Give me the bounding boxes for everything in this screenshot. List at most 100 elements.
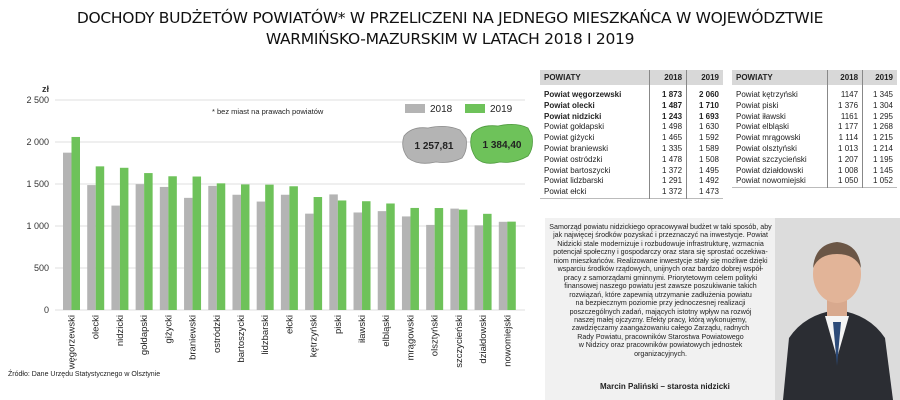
table-cell-2019: 1 052 [862,176,897,188]
legend-label-2018: 2018 [430,104,453,115]
table-row: Powiat giżycki 1 465 1 592 [540,133,723,144]
bar-2018 [498,221,508,310]
table-cell-name: Powiat giżycki [544,133,595,143]
table-cell-2019: 1 214 [862,143,897,155]
table-cell-2018: 1 013 [827,143,863,155]
bar-2018 [208,185,217,310]
bar-2019 [144,173,153,310]
x-tick-label: bartoszycki [236,315,247,363]
title-line-1: DOCHODY BUDŻETÓW POWIATÓW* W PRZELICZENI… [76,9,824,27]
table-cell-2018: 1 498 [649,122,687,134]
y-tick-label: 1 500 [26,179,49,189]
table-cell-name: Powiat olsztyński [736,143,797,153]
table-cell-2019: 1 473 [686,187,723,199]
quote-text: Samorząd powiatu nidzickiego opracowywał… [548,223,773,358]
table-cell-2018: 1 335 [649,143,687,155]
bar-2018 [184,197,193,310]
table-cell-2018: 1 050 [827,176,863,188]
table-counties-bottom: POWIATY 2018 2019 Powiat kętrzyński 1147 1… [732,70,897,188]
y-tick-label: 500 [34,263,49,273]
table-cell-name: Powiat działdowski [736,165,804,175]
title-line-2: WARMIŃSKO-MAZURSKIM W LATACH 2018 I 2019 [265,30,635,48]
table-cell-name: Powiat bartoszycki [544,165,611,175]
quote-line: w Nidzicy oraz pracowników powiatowych j… [578,341,743,350]
x-tick-label: gołdapski [139,315,150,355]
x-tick-label: lidzbarski [260,315,271,355]
table-row: Powiat gołdapski 1 498 1 630 [540,122,723,134]
bar-2018 [401,216,411,310]
table-header-2019: 2019 [686,70,723,85]
bar-2018 [450,208,459,310]
table-header-2018: 2018 [827,70,863,85]
table-cell-2019: 1 295 [862,111,897,123]
page-title: DOCHODY BUDŻETÓW POWIATÓW* W PRZELICZENI… [0,8,900,50]
table-cell-2018: 1 207 [827,154,863,166]
bar-2019 [240,184,250,310]
table-cell-2019: 1 693 [686,111,723,123]
table-cell-2019: 1 304 [862,100,897,112]
table-cell-2018: 1 376 [827,100,863,112]
table-row: Powiat ełcki 1 372 1 473 [540,187,723,199]
legend-label-2019: 2019 [490,104,513,115]
table-cell-2018: 1147 [827,85,863,101]
x-tick-label: mrągowski [405,315,416,360]
x-tick-label: olsztyński [430,315,441,356]
table-cell-name: Powiat elbląski [736,122,789,132]
bar-2019 [337,200,347,310]
bar-2019 [313,197,323,310]
bar-2019 [483,213,492,310]
table-cell-name: Powiat węgorzewski [544,90,622,99]
quote-line: niom mieszkańców. Realizowane inwestycje… [553,256,768,265]
table-cell-2019: 1 345 [862,85,897,101]
quote-line: Samorząd powiatu nidzickiego opracowywał… [549,223,772,231]
y-tick-label: 2 500 [26,95,49,105]
table-cell-name: Powiat ostródzki [544,154,603,164]
bar-2018 [256,201,266,310]
table-row: Powiat olecki 1 487 1 710 [540,100,723,112]
bar-2018 [232,194,241,310]
table-cell-2018: 1 478 [649,154,687,166]
table-cell-2019: 1 592 [686,133,723,144]
table-cell-2018: 1161 [827,111,863,123]
chart-footnote: * bez miast na prawach powiatów [212,107,324,116]
bar-2019 [265,184,274,310]
table-cell-2018: 1 291 [649,176,687,188]
bar-2018 [377,211,387,310]
table-cell-2019: 2 060 [686,85,723,101]
bar-2018 [280,194,290,310]
legend-swatch-2019 [465,104,485,113]
quote-line: jak najwięcej środków pozyskać i przezna… [553,231,768,240]
table-cell-2019: 1 492 [686,176,723,188]
table-cell-2019: 1 268 [862,122,897,134]
bar-2018 [329,194,338,310]
quote-line: naszej małej ojczyzny. Efekty pracy, któ… [574,315,747,324]
table-cell-name: Powiat nidzicki [544,111,602,121]
map-2019-value: 1 384,40 [483,140,522,151]
bar-2019 [434,208,444,310]
bar-2019 [168,176,177,310]
bar-2018 [135,184,145,310]
bar-2019 [192,176,202,310]
table-row: Powiat lidzbarski 1 291 1 492 [540,176,723,188]
table-cell-2019: 1 495 [686,165,723,177]
table-cell-name: Powiat kętrzyński [736,90,798,99]
bar-2019 [119,167,129,310]
table-header-name: POWIATY [540,70,650,85]
quote-line: Rady Powiatu, pracowników Starostwa Powi… [577,332,744,341]
quote-line: pracy z samorządami gminnymi. Prioryteto… [563,273,758,282]
x-tick-label: szczycieński [454,315,465,368]
quote-line: finansowej naszego powiatu jest zawsze p… [564,282,757,291]
table-cell-name: Powiat olecki [544,100,595,110]
x-tick-label: iławski [357,315,368,343]
x-tick-label: działdowski [478,315,489,364]
table-cell-name: Powiat szczycieński [736,154,807,164]
table-cell-2018: 1 372 [649,187,687,199]
quote-line: wsparciu środków rządowych, unijnych ora… [557,265,764,274]
table-cell-2019: 1 508 [686,154,723,166]
table-cell-2019: 1 215 [862,133,897,144]
bar-2019 [386,203,395,310]
table-row: Powiat szczycieński 1 207 1 195 [732,154,897,166]
x-tick-label: ełcki [284,315,295,334]
bar-2018 [159,186,169,310]
table-header-2018: 2018 [649,70,687,85]
